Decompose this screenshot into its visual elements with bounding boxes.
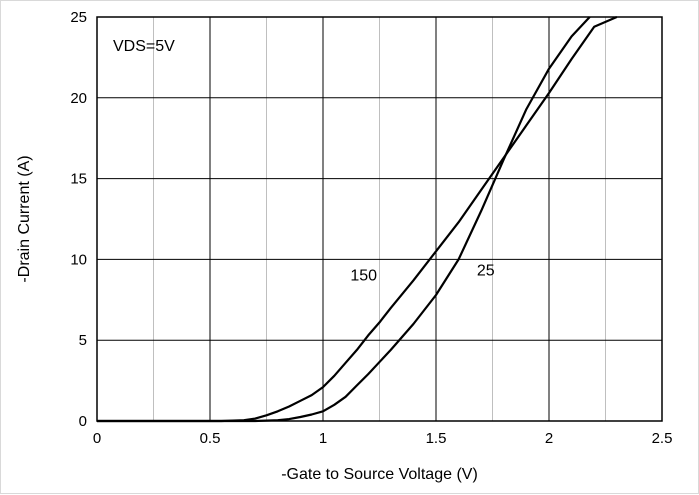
x-tick-label: 0: [93, 430, 101, 447]
x-tick-label: 1: [319, 430, 327, 447]
series-line-150: [97, 15, 618, 423]
y-tick-label: 0: [79, 413, 87, 430]
condition-label: VDS=5V: [113, 38, 175, 55]
series-annotation-150: 150: [350, 267, 377, 284]
series-annotations: 150 25: [350, 263, 494, 285]
x-tick-label: 1.5: [426, 430, 447, 447]
series-annotation-25: 25: [477, 263, 495, 280]
series-line-25: [97, 16, 591, 423]
y-tick-label: 15: [70, 171, 87, 188]
x-tick-label: 2: [545, 430, 553, 447]
x-axis-label: -Gate to Source Voltage (V): [281, 466, 478, 483]
y-tick-label: 5: [79, 332, 87, 349]
y-axis-label: -Drain Current (A): [16, 155, 33, 282]
tick-labels: 0 0.5 1 1.5 2 2.5 0 5 10 15 20 25: [70, 9, 672, 447]
x-tick-label: 2.5: [652, 430, 673, 447]
y-tick-label: 10: [70, 251, 87, 268]
y-tick-label: 25: [70, 9, 87, 26]
y-tick-label: 20: [70, 90, 87, 107]
grid: [97, 17, 662, 421]
plot-border: [96, 16, 663, 422]
series-group: [97, 15, 618, 423]
x-tick-label: 0.5: [200, 430, 221, 447]
